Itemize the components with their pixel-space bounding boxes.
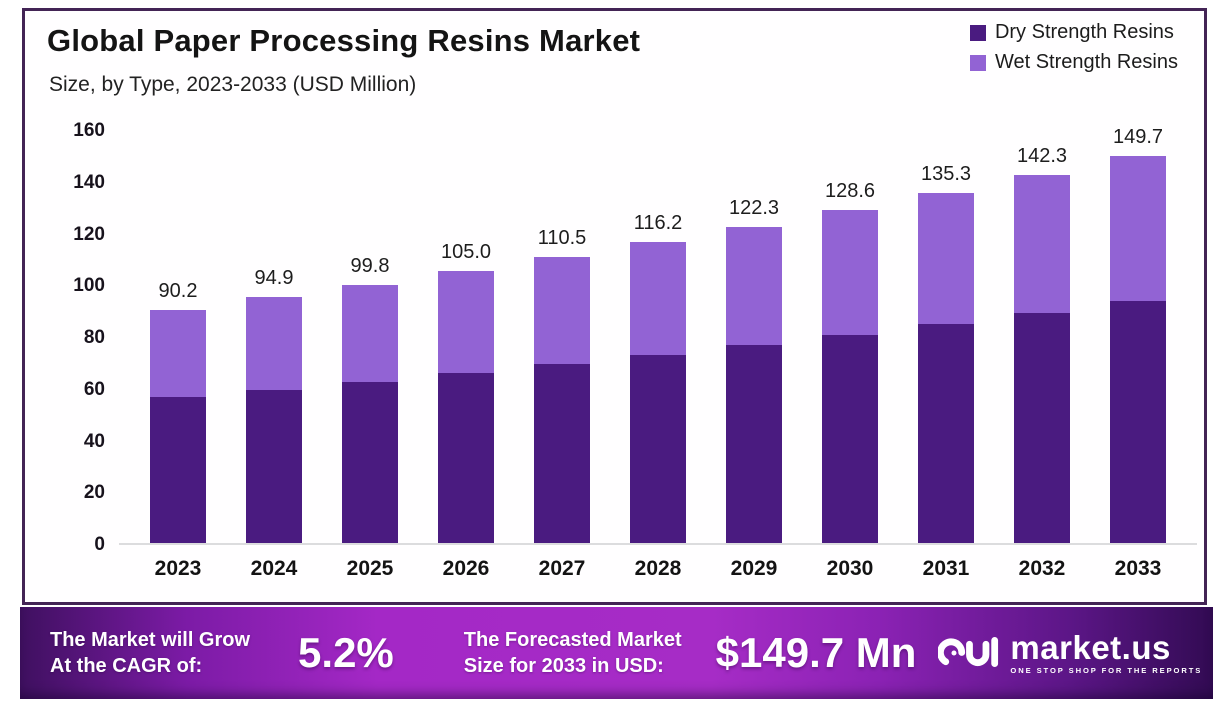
- legend-label-wet: Wet Strength Resins: [994, 51, 1178, 73]
- bar-segment-wet-2024: [246, 297, 302, 390]
- cagr-label: The Market will Grow At the CAGR of:: [50, 629, 251, 677]
- bar-total-label: 94.9: [254, 267, 294, 290]
- bar-stack: [1014, 174, 1070, 543]
- footer-banner: The Market will Grow At the CAGR of: 5.2…: [20, 607, 1213, 699]
- bar-segment-dry-2025: [342, 381, 398, 543]
- bar-stack: [342, 284, 398, 543]
- bar-segment-dry-2027: [534, 364, 590, 543]
- bar-group-2026: 105.0: [418, 131, 514, 543]
- x-tick-label: 2032: [1018, 557, 1066, 580]
- bar-stack: [630, 242, 686, 543]
- bar-segment-wet-2029: [726, 226, 782, 346]
- bar-group-2024: 94.9: [226, 131, 322, 543]
- bar-segment-dry-2024: [246, 389, 302, 543]
- x-tick-label: 2026: [442, 557, 490, 580]
- bar-group-2033: 149.7: [1090, 126, 1186, 543]
- legend-swatch-dry-icon: [969, 24, 986, 41]
- x-tick-label: 2033: [1114, 557, 1162, 580]
- legend-item-wet: Wet Strength Resins: [969, 51, 1178, 74]
- y-tick-label: 0: [94, 534, 105, 555]
- brand-logo-icon: [938, 637, 999, 668]
- bar-total-label: 149.7: [1112, 125, 1164, 148]
- chart-panel: Global Paper Processing Resins Market Si…: [22, 8, 1207, 605]
- x-tick-label: 2028: [634, 557, 682, 580]
- brand-name: market.us: [1010, 629, 1171, 667]
- brand-logo: market.us ONE STOP SHOP FOR THE REPORTS: [938, 631, 1202, 675]
- bar-stack: [438, 271, 494, 543]
- bar-segment-wet-2031: [918, 192, 974, 325]
- y-tick-label: 60: [83, 378, 105, 400]
- bar-segment-wet-2030: [822, 210, 878, 335]
- x-tick-label: 2024: [250, 557, 298, 580]
- bar-total-label: 135.3: [920, 162, 972, 185]
- bar-total-label: 99.8: [350, 254, 390, 277]
- bar-stack: [822, 210, 878, 543]
- bar-group-2032: 142.3: [994, 131, 1090, 543]
- bar-group-2027: 110.5: [514, 131, 610, 543]
- bar-group-2028: 116.2: [610, 131, 706, 543]
- bar-segment-wet-2027: [534, 257, 590, 365]
- bar-segment-dry-2028: [630, 355, 686, 543]
- cagr-value: 5.2%: [298, 629, 394, 676]
- bar-total-label: 128.6: [824, 180, 876, 203]
- bar-group-2030: 128.6: [802, 131, 898, 543]
- bar-stack: [726, 226, 782, 543]
- bar-segment-dry-2029: [726, 345, 782, 543]
- y-axis: 0 20 40 60 80 100 120 140 160: [25, 120, 105, 555]
- bar-stack: [1110, 155, 1166, 543]
- legend-label-dry: Dry Strength Resins: [994, 21, 1174, 43]
- x-tick-label: 2030: [826, 557, 874, 580]
- y-tick-label: 100: [73, 275, 105, 297]
- brand-tagline: ONE STOP SHOP FOR THE REPORTS: [1010, 666, 1203, 676]
- bar-segment-dry-2023: [150, 397, 206, 543]
- forecast-value: $149.7 Mn: [715, 629, 917, 676]
- bar-segment-wet-2025: [342, 284, 398, 382]
- bar-total-label: 110.5: [537, 227, 587, 250]
- bar-segment-dry-2032: [1014, 312, 1070, 543]
- x-axis-labels: 2023 2024 2025 2026 2027 2028 2029 2030 2031 2032…: [119, 557, 1197, 581]
- bar-segment-wet-2023: [150, 309, 206, 398]
- bar-stack: [918, 192, 974, 543]
- bar-segment-wet-2032: [1014, 174, 1070, 313]
- bar-stack: [150, 309, 206, 543]
- bar-stack: [246, 297, 302, 543]
- bar-total-label: 105.0: [440, 241, 492, 264]
- bar-segment-dry-2031: [918, 324, 974, 543]
- bar-segment-dry-2026: [438, 373, 494, 543]
- x-tick-label: 2029: [730, 557, 778, 580]
- bar-total-label: 116.2: [633, 212, 683, 235]
- bar-total-label: 90.2: [158, 279, 198, 302]
- y-tick-label: 40: [83, 430, 105, 452]
- y-tick-label: 20: [83, 482, 105, 504]
- legend-swatch-wet-icon: [969, 54, 986, 71]
- x-tick-label: 2025: [346, 557, 394, 580]
- legend: Dry Strength Resins Wet Strength Resins: [969, 21, 1178, 74]
- plot-area: 90.2 94.9 99.8 105.0 110.5 116.2 122.3 128.6 135…: [119, 126, 1197, 545]
- x-tick-label: 2023: [154, 557, 202, 580]
- page-subtitle: Size, by Type, 2023-2033 (USD Million): [49, 73, 417, 96]
- y-tick-label: 160: [73, 120, 105, 141]
- page-title: Global Paper Processing Resins Market: [47, 23, 641, 58]
- bar-segment-wet-2033: [1110, 155, 1166, 301]
- bar-group-2025: 99.8: [322, 131, 418, 543]
- legend-item-dry: Dry Strength Resins: [969, 21, 1178, 44]
- x-tick-label: 2031: [922, 557, 970, 580]
- bar-segment-dry-2033: [1110, 300, 1166, 543]
- x-tick-label: 2027: [538, 557, 586, 580]
- bar-group-2023: 90.2: [130, 131, 226, 543]
- bar-total-label: 122.3: [728, 196, 780, 219]
- forecast-label: The Forecasted Market Size for 2033 in U…: [463, 629, 682, 677]
- bar-group-2029: 122.3: [706, 131, 802, 543]
- bar-segment-dry-2030: [822, 334, 878, 543]
- bar-segment-wet-2028: [630, 242, 686, 356]
- bar-total-label: 142.3: [1016, 144, 1068, 167]
- y-tick-label: 140: [73, 171, 105, 193]
- bar-segment-wet-2026: [438, 271, 494, 374]
- y-tick-label: 80: [83, 327, 105, 348]
- bar-stack: [534, 257, 590, 543]
- bar-group-2031: 135.3: [898, 131, 994, 543]
- y-tick-label: 120: [73, 223, 105, 245]
